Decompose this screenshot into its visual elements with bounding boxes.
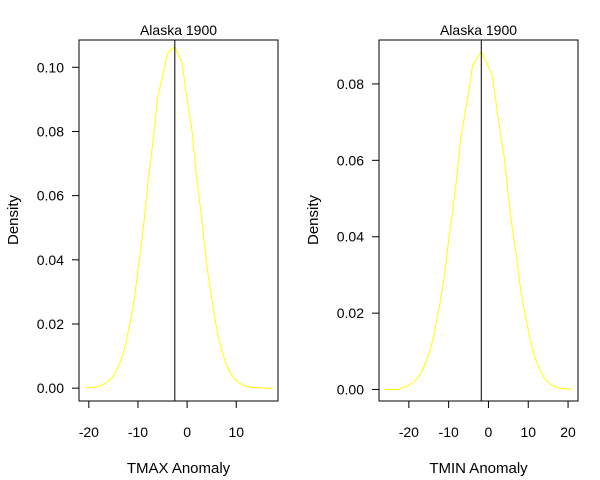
mark-layer (384, 40, 573, 401)
plot-frame (78, 39, 279, 402)
y-tick-label: 0.02 (337, 305, 364, 321)
y-axis-label: Density (305, 194, 322, 245)
density-curve (384, 51, 573, 391)
tmax-density-panel: Alaska 1900 TMAX Anomaly Density -20 -10 0… (5, 22, 279, 477)
x-axis-label: TMIN Anomaly (429, 460, 528, 477)
x-tick-label: -20 (79, 424, 99, 440)
x-tick-label: -10 (439, 424, 459, 440)
y-tick-label: 0.06 (337, 152, 364, 168)
chart-title: Alaska 1900 (440, 22, 517, 38)
y-tick-label: 0.10 (37, 59, 64, 75)
x-tick-label: 10 (228, 424, 244, 440)
y-tick-label: 0.00 (37, 380, 64, 396)
y-tick-label: 0.06 (37, 188, 64, 204)
mark-layer (86, 40, 274, 401)
y-tick-label: 0.02 (37, 316, 64, 332)
y-tick-label: 0.04 (337, 229, 364, 245)
x-tick-label: 0 (485, 424, 493, 440)
x-tick-label: 20 (560, 424, 576, 440)
chart-title: Alaska 1900 (140, 22, 217, 38)
y-tick-label: 0.04 (37, 252, 64, 268)
tmin-density-panel: Alaska 1900 TMIN Anomaly Density -20 -10 0… (305, 22, 579, 477)
y-tick-label: 0.08 (337, 76, 364, 92)
y-tick-label: 0.00 (337, 382, 364, 398)
plot-frame (378, 39, 579, 402)
x-tick-label: -20 (399, 424, 419, 440)
x-axis-label: TMAX Anomaly (127, 460, 231, 477)
tick-layer: -20 -10 0 10 20 0.00 0.02 0.04 0.06 0.08 (337, 76, 576, 440)
density-curve (86, 45, 274, 389)
x-tick-label: -10 (128, 424, 148, 440)
y-tick-label: 0.08 (37, 123, 64, 139)
x-tick-label: 10 (520, 424, 536, 440)
tick-layer: -20 -10 0 10 0.00 0.02 0.04 0.06 0.08 0.10 (37, 59, 244, 440)
x-tick-label: 0 (183, 424, 191, 440)
y-axis-label: Density (5, 194, 22, 245)
